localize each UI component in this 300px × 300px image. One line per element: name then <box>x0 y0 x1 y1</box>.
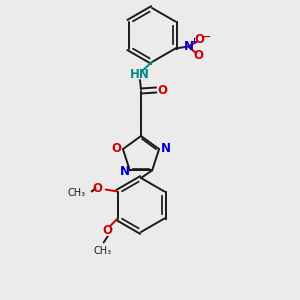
Text: O: O <box>157 83 167 97</box>
Text: N: N <box>161 142 171 154</box>
Text: CH₃: CH₃ <box>68 188 85 199</box>
Text: O: O <box>103 224 112 237</box>
Text: −: − <box>202 32 211 41</box>
Text: N: N <box>120 165 130 178</box>
Text: O: O <box>93 182 103 195</box>
Text: HN: HN <box>130 68 150 82</box>
Text: CH₃: CH₃ <box>94 247 112 256</box>
Text: O: O <box>194 33 204 46</box>
Text: O: O <box>194 49 203 62</box>
Text: +: + <box>190 37 197 46</box>
Text: N: N <box>183 40 194 53</box>
Text: O: O <box>111 142 121 154</box>
